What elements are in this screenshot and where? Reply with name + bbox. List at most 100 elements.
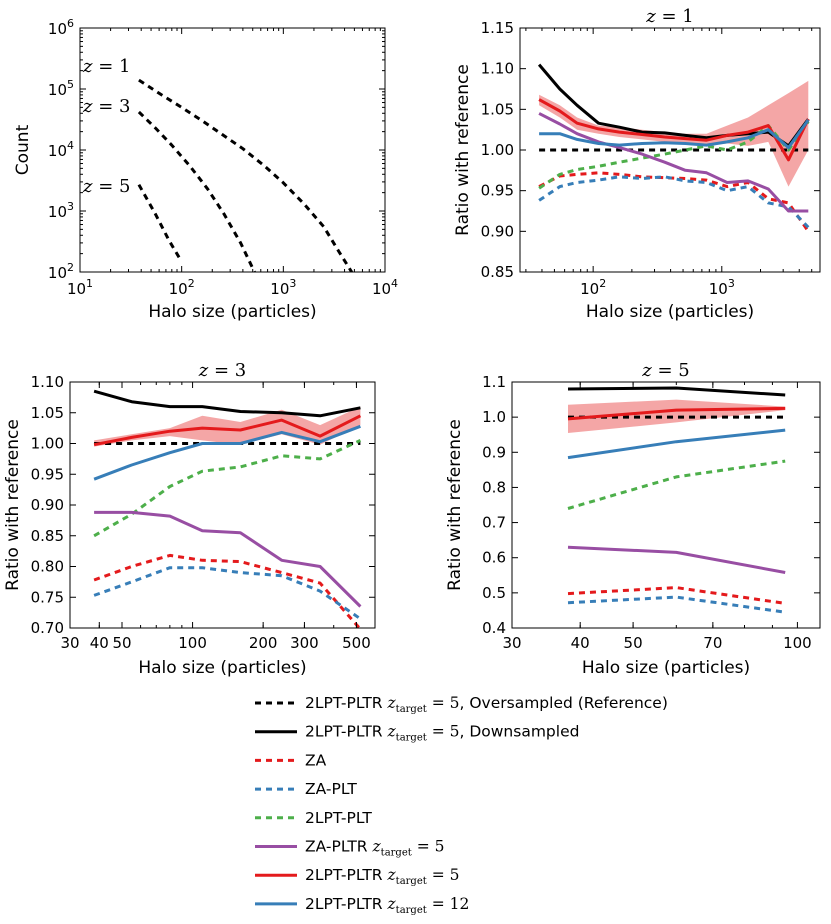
plot-frame — [511, 381, 821, 629]
series-line-2lpt-pltr-z-target-5 — [567, 406, 786, 421]
x-tick-label: 40 — [571, 634, 590, 652]
x-tick-label: 100 — [783, 634, 812, 652]
y-tick-label: 102 — [48, 261, 74, 282]
y-tick-label: 1.05 — [31, 404, 64, 422]
y-tick-label: 0.85 — [31, 527, 64, 545]
x-axis-label: Halo size (particles) — [138, 658, 306, 678]
series-line-2lpt-plt — [93, 439, 362, 538]
panel-z3: 30 40 50 100 200 300 500 0.70 0.75 0.80 0.85 0.90 0.… — [3, 360, 376, 678]
y-tick-label: 0.90 — [31, 496, 64, 514]
y-tick-label: 0.90 — [481, 222, 514, 240]
y-tick-label: 0.95 — [31, 465, 64, 483]
y-tick-label: 106 — [48, 17, 74, 38]
x-tick-label: 103 — [270, 277, 296, 298]
x-tick-label: 100 — [178, 634, 207, 652]
y-tick-label: 0.95 — [481, 182, 514, 200]
series-line-za-pltr-z-target-5 — [538, 112, 809, 213]
y-tick-label: 0.9 — [482, 443, 506, 461]
curve-label: z = 1 — [82, 56, 130, 77]
y-axis-label: Ratio with reference — [445, 419, 465, 591]
x-tick-label: 300 — [290, 634, 319, 652]
curve-label: z = 5 — [82, 176, 130, 197]
y-tick-label: 0.8 — [482, 478, 506, 496]
series-line-2lpt-plt — [538, 120, 810, 190]
y-tick-label: 1.10 — [481, 60, 514, 78]
x-tick-label: 102 — [169, 277, 195, 298]
panel-title: z = 1 — [645, 6, 693, 27]
x-tick-label: 30 — [60, 634, 79, 652]
series-line-za-plt — [538, 175, 810, 229]
y-tick-label: 1.0 — [482, 408, 506, 426]
curve-label: z = 3 — [82, 96, 130, 117]
x-tick-label: 30 — [502, 634, 521, 652]
y-tick-label: 0.6 — [482, 549, 506, 567]
panel-z1: 102 103 0.85 0.90 0.95 1.00 1.05 1.10 1.15 Halo s… — [453, 6, 821, 322]
y-axis-label: Ratio with reference — [3, 419, 23, 591]
panel-title: z = 5 — [641, 360, 689, 381]
x-tick-label: 101 — [67, 277, 93, 298]
series-line-2lpt-pltr-z-target-12 — [567, 428, 786, 460]
series-line-2lpt-pltr-z-target-5 — [538, 98, 810, 162]
legend: 2LPT-PLTR ztarget = 5, Oversampled (Refe… — [255, 694, 668, 916]
panel-z5: 30 40 50 70 100 0.4 0.5 0.6 0.7 0.8 0.9 1.0 1.1 Halo … — [445, 360, 821, 678]
x-tick-label: 104 — [372, 277, 398, 298]
series-line-za — [93, 553, 362, 628]
y-tick-label: 1.10 — [31, 373, 64, 391]
y-tick-label: 103 — [48, 200, 74, 221]
x-axis-label: Halo size (particles) — [148, 302, 316, 322]
series-line-2lpt-pltr-z-target-5 — [93, 414, 362, 447]
legend-label: 2LPT-PLTR ztarget = 12 — [305, 895, 469, 916]
series-line-za-plt — [567, 595, 786, 614]
y-tick-label: 0.70 — [31, 619, 64, 637]
legend-label: 2LPT-PLTR ztarget = 5, Downsampled — [305, 723, 579, 744]
y-tick-label: 0.7 — [482, 514, 506, 532]
y-tick-label: 1.05 — [481, 100, 514, 118]
y-tick-label: 0.5 — [482, 584, 506, 602]
y-tick-label: 0.4 — [482, 619, 506, 637]
series-line-downsampled — [93, 389, 361, 418]
series-line-2lpt-pltr-z-target-12 — [93, 424, 361, 481]
y-tick-label: 105 — [48, 78, 74, 99]
x-tick-label: 50 — [112, 634, 131, 652]
series-line-za-plt — [93, 566, 362, 621]
y-axis-label: Count — [13, 124, 33, 175]
x-tick-label: 50 — [624, 634, 643, 652]
y-axis-label: Ratio with reference — [453, 64, 473, 236]
series-line-za-pltr-z-target-5 — [94, 510, 362, 608]
series-line-z-3 — [137, 110, 256, 272]
x-tick-label: 200 — [249, 634, 278, 652]
x-tick-label: 102 — [580, 277, 606, 298]
series-line-2lpt-plt — [567, 459, 786, 510]
legend-label: ZA-PLT — [305, 780, 357, 798]
series-line-za — [567, 586, 786, 605]
panel-title: z = 3 — [198, 360, 246, 381]
series-line-za-pltr-z-target-5 — [567, 545, 786, 574]
y-tick-label: 0.75 — [31, 588, 64, 606]
y-tick-label: 1.00 — [31, 435, 64, 453]
legend-label: 2LPT-PLTR ztarget = 5 — [305, 866, 459, 887]
y-tick-label: 0.80 — [31, 558, 64, 576]
series-line-2lpt-pltr-z-target-12 — [539, 119, 810, 150]
y-tick-label: 104 — [48, 139, 74, 160]
series-line-za — [538, 171, 810, 233]
legend-label: ZA-PLTR ztarget = 5 — [305, 838, 444, 859]
legend-label: 2LPT-PLTR ztarget = 5, Oversampled (Refe… — [305, 694, 668, 715]
series-line-z-5 — [137, 183, 181, 259]
y-tick-label: 1.1 — [482, 373, 506, 391]
y-tick-label: 1.15 — [481, 19, 514, 37]
y-tick-label: 1.00 — [481, 141, 514, 159]
x-tick-label: 103 — [709, 277, 735, 298]
x-axis-label: Halo size (particles) — [582, 658, 750, 678]
series-line-downsampled — [567, 386, 786, 397]
legend-label: ZA — [305, 751, 327, 769]
x-tick-label: 70 — [703, 634, 722, 652]
x-axis-label: Halo size (particles) — [586, 302, 754, 322]
x-tick-label: 500 — [342, 634, 371, 652]
legend-label: 2LPT-PLT — [305, 809, 372, 827]
plot-frame — [69, 381, 376, 629]
series-line-z-1 — [138, 78, 353, 272]
y-tick-label: 0.85 — [481, 263, 514, 281]
x-tick-label: 40 — [90, 634, 109, 652]
